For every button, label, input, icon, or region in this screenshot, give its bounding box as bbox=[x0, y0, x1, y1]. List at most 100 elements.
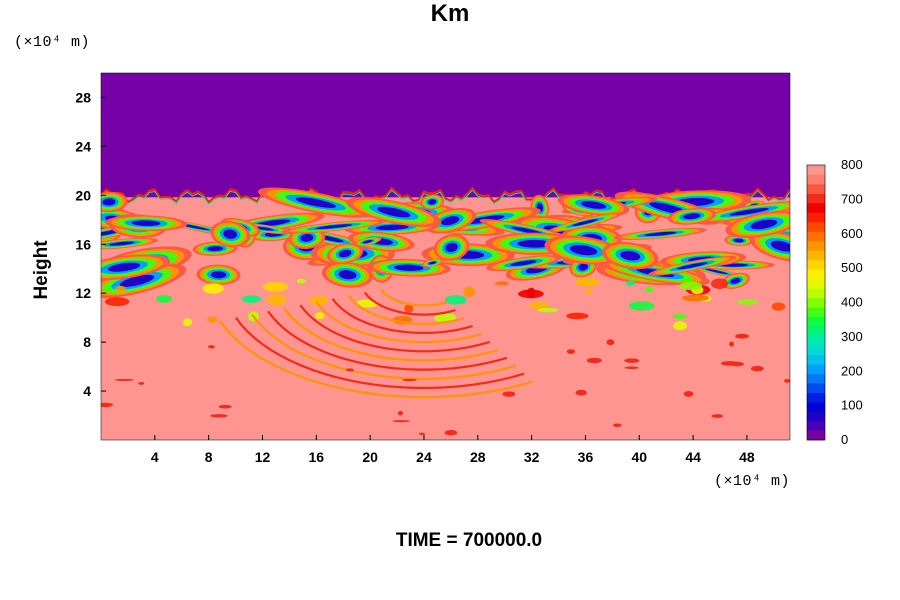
field-spot bbox=[210, 414, 228, 418]
colorbar-swatch bbox=[807, 288, 825, 299]
field-spot bbox=[624, 366, 639, 370]
x-tick-label: 28 bbox=[470, 449, 486, 465]
colorbar-swatch bbox=[807, 411, 825, 422]
turbulence-blob bbox=[394, 264, 424, 271]
wave-arc bbox=[315, 301, 482, 344]
boundary-line bbox=[101, 186, 790, 205]
colorbar-swatch bbox=[807, 174, 825, 185]
x-axis-ticks: 4 8 12 16 20 24 28 32 36 40 44 48 bbox=[151, 435, 755, 465]
x-tick-label: 48 bbox=[739, 449, 755, 465]
turbulence-blob bbox=[527, 287, 536, 299]
turbulence-blob bbox=[683, 213, 701, 220]
wave-arc bbox=[267, 310, 508, 371]
y-axis-unit: (×10⁴ m) bbox=[14, 34, 91, 51]
y-tick-label: 8 bbox=[83, 334, 91, 350]
turbulence-blob bbox=[681, 294, 710, 302]
turbulence-blob bbox=[529, 301, 549, 309]
turbulence-blob bbox=[620, 250, 641, 261]
x-tick-label: 24 bbox=[416, 449, 432, 465]
turbulence-blob bbox=[266, 294, 286, 306]
x-axis-unit: (×10⁴ m) bbox=[714, 473, 791, 490]
colorbar-swatch bbox=[807, 345, 825, 355]
field-spot bbox=[218, 404, 232, 409]
field-spot bbox=[730, 361, 744, 367]
colorbar-swatch bbox=[807, 316, 825, 327]
turbulence-blob bbox=[494, 281, 509, 286]
turbulence-blob bbox=[729, 208, 769, 216]
colorbar-swatch bbox=[807, 212, 825, 223]
field-spot bbox=[392, 420, 410, 423]
field-spot bbox=[208, 345, 215, 349]
turbulence-blob bbox=[108, 241, 135, 246]
turbulence-blob bbox=[223, 229, 238, 239]
colorbar-frame bbox=[806, 164, 826, 441]
turbulence-blob bbox=[537, 307, 559, 313]
plot-frame bbox=[100, 72, 791, 441]
colorbar-swatch bbox=[807, 402, 825, 412]
colorbar-swatch bbox=[807, 421, 825, 431]
turbulence-blob bbox=[510, 260, 537, 266]
turbulence-blob bbox=[315, 224, 353, 230]
colorbar-tick-label: 300 bbox=[841, 329, 863, 344]
x-tick-label: 32 bbox=[524, 449, 540, 465]
field-spot bbox=[784, 378, 790, 383]
turbulence-blob bbox=[404, 304, 414, 314]
colorbar-swatch bbox=[807, 221, 825, 232]
colorbar-swatch bbox=[807, 269, 825, 280]
colorbar-swatch bbox=[807, 183, 825, 194]
colorbar-swatch bbox=[807, 354, 825, 365]
heatmap-field bbox=[101, 73, 790, 440]
turbulence-blob bbox=[107, 262, 141, 272]
colorbar: 0 100 200 300 400 500 600 700 800 bbox=[806, 157, 863, 447]
turbulence-blob bbox=[253, 226, 274, 231]
turbulence-blob bbox=[649, 202, 687, 214]
y-tick-label: 12 bbox=[75, 285, 91, 301]
turbulence-blob bbox=[770, 240, 790, 252]
turbulence-blob bbox=[644, 286, 654, 293]
x-tick-label: 8 bbox=[205, 449, 213, 465]
colorbar-swatch bbox=[807, 373, 825, 384]
turbulence-blob bbox=[733, 238, 744, 243]
turbulence-blob bbox=[377, 206, 411, 218]
turbulence-blob bbox=[730, 278, 741, 284]
turbulence-blob bbox=[207, 246, 223, 252]
y-tick-label: 20 bbox=[75, 187, 91, 203]
y-tick-label: 24 bbox=[75, 138, 91, 154]
turbulence-blob bbox=[644, 231, 677, 237]
y-tick-label: 4 bbox=[83, 383, 91, 399]
field-spot bbox=[114, 378, 134, 381]
turbulence-blob bbox=[569, 244, 598, 256]
turbulence-blob bbox=[705, 268, 729, 275]
chart-title: Km bbox=[430, 0, 470, 27]
field-spot bbox=[683, 391, 694, 397]
turbulence-blob bbox=[119, 274, 155, 287]
wave-arc bbox=[364, 291, 456, 316]
colorbar-swatch bbox=[807, 297, 825, 308]
colorbar-tick-label: 100 bbox=[841, 398, 863, 413]
colorbar-tick-label: 700 bbox=[841, 191, 863, 206]
turbulence-blob bbox=[262, 282, 289, 292]
turbulence-blob bbox=[672, 313, 687, 319]
turbulence-blob bbox=[183, 318, 193, 327]
turbulence-blob bbox=[131, 220, 161, 226]
colorbar-tick-label: 0 bbox=[841, 432, 848, 447]
colorbar-swatch bbox=[807, 165, 825, 175]
x-tick-label: 12 bbox=[255, 449, 271, 465]
turbulence-blob bbox=[300, 233, 314, 242]
turbulence-blob bbox=[676, 262, 708, 270]
field-spot bbox=[419, 432, 425, 435]
field-spot bbox=[624, 358, 640, 363]
wave-arc bbox=[283, 307, 499, 362]
turbulence-blob bbox=[338, 270, 357, 280]
turbulence-blob bbox=[441, 216, 460, 226]
turbulence-blob bbox=[625, 280, 636, 286]
turbulence-blob bbox=[750, 219, 778, 230]
field-spot bbox=[586, 357, 602, 364]
turbulence-blob bbox=[463, 286, 476, 298]
turbulence-blob bbox=[575, 277, 601, 287]
turbulence-blob bbox=[241, 295, 262, 303]
colorbar-swatch bbox=[807, 202, 825, 213]
y-tick-label: 28 bbox=[75, 89, 91, 105]
field-spot bbox=[606, 339, 615, 346]
colorbar-swatch bbox=[807, 231, 825, 242]
